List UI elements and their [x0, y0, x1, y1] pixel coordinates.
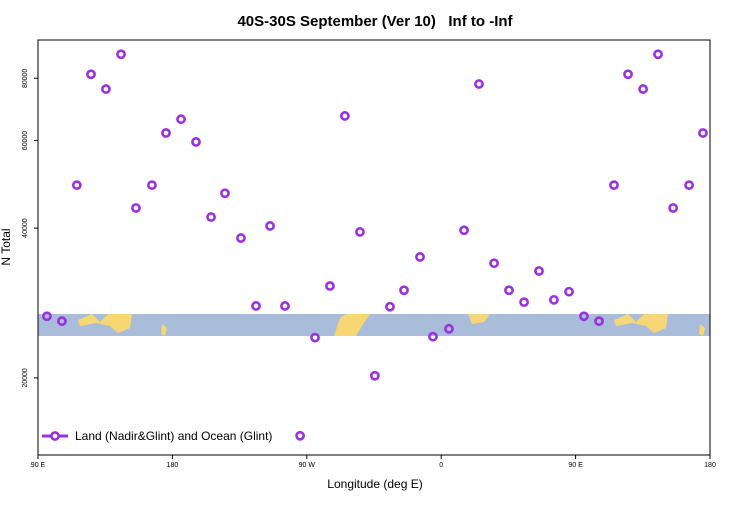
- data-point: [251, 301, 261, 311]
- legend-marker: [50, 431, 60, 441]
- data-point: [638, 84, 648, 94]
- legend-label: Land (Nadir&Glint) and Ocean (Glint): [75, 429, 272, 443]
- x-tick-label: 180: [704, 462, 716, 469]
- data-point: [385, 301, 395, 312]
- data-point: [534, 266, 544, 276]
- data-point: [161, 128, 171, 138]
- data-point: [236, 233, 246, 243]
- data-point: [191, 137, 201, 147]
- data-point: [504, 285, 514, 296]
- data-point: [668, 203, 679, 213]
- data-point: [698, 128, 708, 138]
- data-point: [116, 49, 126, 60]
- data-point: [369, 370, 380, 381]
- x-tick-label: 90 E: [31, 462, 46, 469]
- y-tick-label: 20000: [22, 368, 29, 388]
- data-point: [280, 301, 290, 311]
- data-point: [549, 294, 559, 305]
- data-point: [147, 180, 157, 191]
- data-point: [206, 212, 216, 222]
- data-point: [609, 180, 619, 191]
- data-point: [310, 332, 320, 343]
- data-point: [339, 111, 350, 121]
- data-point: [653, 49, 663, 60]
- data-point: [355, 227, 365, 237]
- data-point: [415, 252, 425, 262]
- data-point: [399, 285, 409, 296]
- data-point: [428, 331, 438, 342]
- y-tick-label: 60000: [22, 131, 29, 151]
- data-point: [564, 286, 574, 297]
- data-point: [325, 281, 335, 291]
- y-tick-label: 80000: [22, 68, 29, 88]
- x-tick-label: 90 W: [299, 462, 316, 469]
- x-axis-label: Longitude (deg E): [327, 477, 422, 491]
- data-point: [265, 221, 275, 231]
- data-point: [56, 316, 67, 327]
- plot-frame: [37, 39, 711, 456]
- data-point: [86, 69, 96, 80]
- data-point: [594, 316, 604, 327]
- data-point: [42, 311, 52, 322]
- data-point: [623, 69, 633, 80]
- map-strip: [38, 314, 710, 336]
- data-point: [684, 180, 694, 191]
- x-tick-label: 90 E: [568, 462, 583, 469]
- data-point: [579, 311, 589, 322]
- data-point: [444, 323, 454, 334]
- x-tick-label: 180: [167, 462, 179, 469]
- y-axis-label: N Total: [0, 228, 13, 265]
- chart-title: 40S-30S September (Ver 10) Inf to -Inf: [237, 13, 513, 30]
- y-tick-label: 40000: [22, 218, 29, 238]
- data-point: [459, 225, 469, 236]
- data-point: [131, 203, 141, 213]
- data-point: [474, 79, 484, 89]
- data-point: [176, 114, 186, 125]
- data-point: [489, 258, 499, 269]
- x-tick-label: 0: [439, 462, 443, 469]
- data-point: [101, 84, 111, 94]
- data-point: [220, 188, 230, 199]
- data-point: [519, 297, 529, 308]
- data-point: [71, 180, 82, 191]
- data-point: [295, 430, 305, 441]
